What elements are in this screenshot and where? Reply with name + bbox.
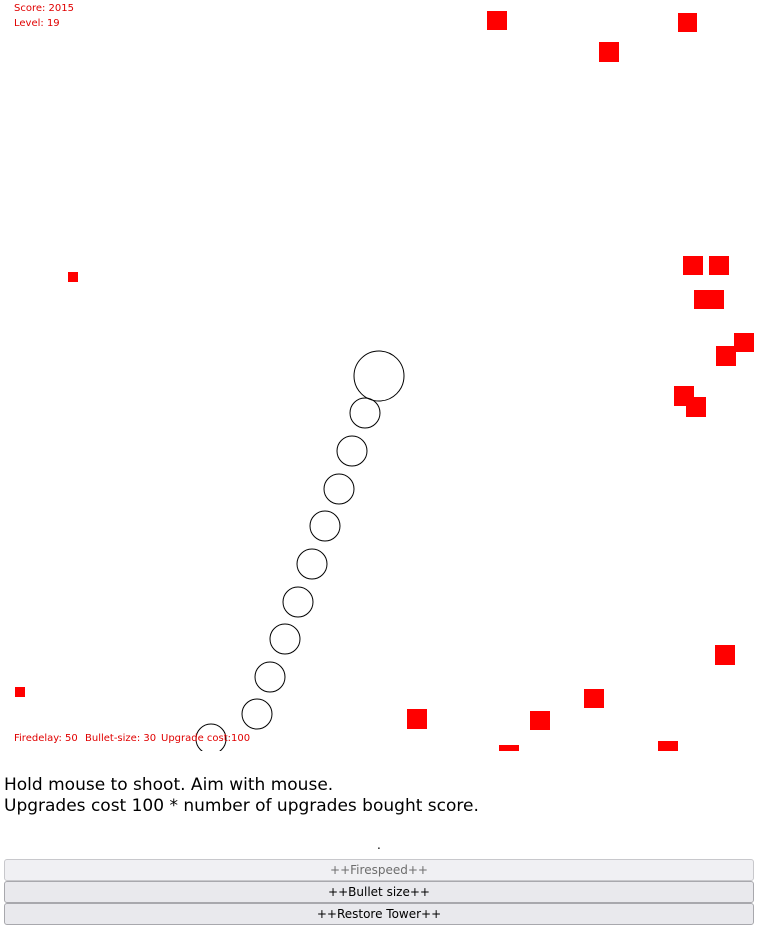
enemy-square [584,689,604,708]
bullet [309,510,341,542]
enemy-square [678,13,697,32]
enemy-square [15,687,25,697]
bullet [254,661,286,693]
status-text: . [377,838,381,852]
enemy-square [734,333,754,352]
enemy-square [487,11,507,30]
tower [195,723,227,751]
enemy-square [715,645,735,665]
enemy-square [658,741,678,751]
enemy-square [407,709,427,729]
upgrade-cost-readout: Upgrade cost:100 [161,733,250,744]
enemy-square [709,256,729,275]
restore-tower-button[interactable]: ++Restore Tower++ [4,903,754,925]
instruction-line-upgrades: Upgrades cost 100 * number of upgrades b… [4,796,479,816]
bullet [241,698,273,730]
enemy-square [599,42,619,62]
instruction-line-shoot: Hold mouse to shoot. Aim with mouse. [4,775,334,795]
firespeed-upgrade-button[interactable]: ++Firespeed++ [4,859,754,881]
enemy-square [530,711,550,730]
bullet [296,548,328,580]
game-field[interactable]: Score: 2015 Level: 19 Firedelay: 50 Bull… [0,0,761,751]
bullet-size-upgrade-button[interactable]: ++Bullet size++ [4,881,754,903]
enemy-square [499,745,519,751]
bullet [349,397,381,429]
enemy-square [683,256,703,275]
firedelay-readout: Firedelay: 50 [14,733,78,744]
bullet [353,350,405,402]
enemy-square [68,272,78,282]
level-readout: Level: 19 [14,18,60,29]
bulletsize-readout: Bullet-size: 30 [85,733,156,744]
enemies-layer [15,11,754,751]
enemy-square [716,346,736,366]
bullet [282,586,314,618]
bullets-layer [195,350,405,751]
instructions: Hold mouse to shoot. Aim with mouse. Upg… [4,775,479,817]
enemy-square [686,397,706,417]
enemy-square [704,290,724,309]
bullet [269,623,301,655]
bullet [323,473,355,505]
game-canvas[interactable]: Score: 2015 Level: 19 Firedelay: 50 Bull… [0,0,761,751]
score-readout: Score: 2015 [14,3,74,14]
bullet [336,435,368,467]
